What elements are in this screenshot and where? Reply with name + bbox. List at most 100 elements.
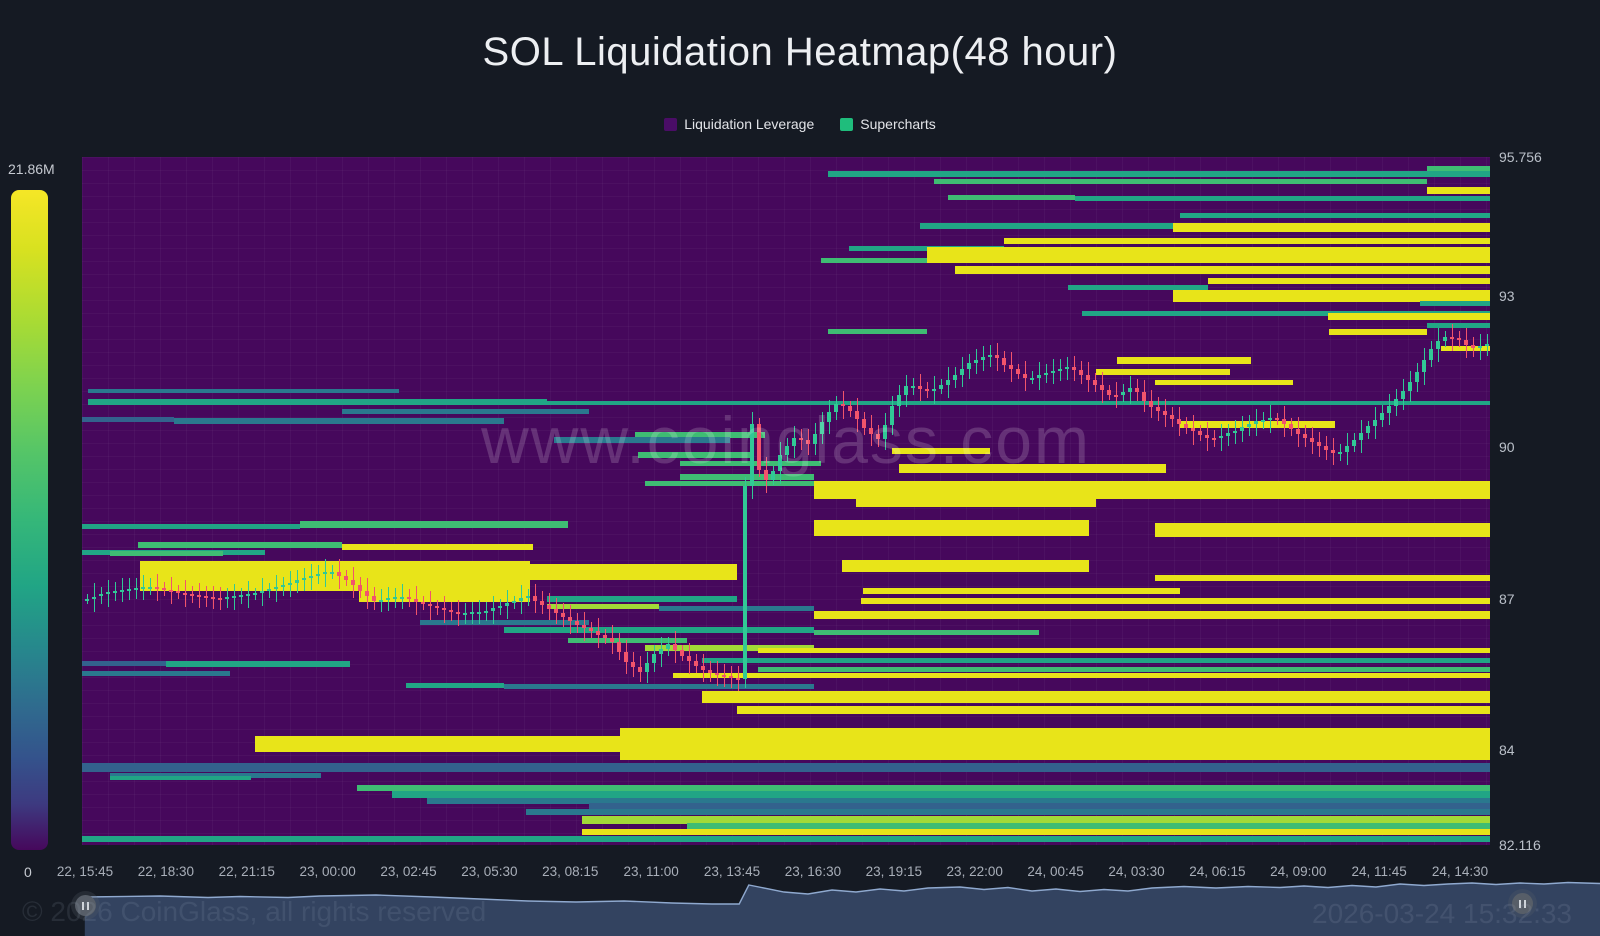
candlestick [344, 576, 348, 581]
candlestick [841, 403, 845, 407]
candlestick [281, 585, 285, 588]
liquidation-band [546, 595, 737, 602]
y-axis-label: 82.116 [1499, 837, 1541, 853]
candlestick [386, 598, 390, 601]
candlestick [1457, 338, 1461, 341]
candlestick [316, 573, 320, 576]
candlestick [582, 624, 586, 629]
candlestick [834, 403, 838, 413]
candlestick [1450, 336, 1454, 339]
candlestick [309, 575, 313, 578]
candlestick [1107, 389, 1111, 395]
liquidation-band [110, 772, 322, 778]
liquidation-band [619, 727, 1490, 760]
candlestick [232, 596, 236, 599]
liquidation-band [166, 661, 350, 668]
candlestick [1079, 369, 1083, 375]
candlestick [694, 661, 698, 667]
liquidation-band [1208, 277, 1490, 284]
y-axis-label: 87 [1499, 590, 1515, 607]
liquidation-band [546, 400, 1490, 405]
liquidation-band [1154, 380, 1293, 386]
navigator-handle-left[interactable] [75, 895, 96, 916]
liquidation-band [553, 436, 730, 443]
candlestick [610, 638, 614, 642]
candlestick [498, 605, 502, 609]
liquidation-band [757, 666, 1490, 672]
candlestick [239, 595, 243, 598]
liquidation-band [860, 598, 1490, 605]
supercharts-swatch-icon [840, 117, 854, 131]
candlestick [407, 596, 411, 600]
liquidation-band [359, 590, 530, 602]
candlestick [330, 571, 334, 574]
candlestick [127, 588, 131, 591]
liquidation-band [757, 647, 1490, 653]
candlestick [764, 470, 768, 480]
candlestick [1394, 398, 1398, 407]
x-axis-label: 23, 13:45 [703, 864, 761, 879]
candlestick [1478, 345, 1482, 349]
liquidation-band [588, 803, 1490, 810]
candlestick [120, 589, 124, 592]
x-axis-label: 22, 18:30 [137, 864, 195, 879]
liquidation-band [828, 170, 1490, 177]
candlestick [946, 380, 950, 385]
liquidation-band [933, 178, 1427, 184]
candlestick [855, 411, 859, 420]
legend-item-supercharts[interactable]: Supercharts [840, 116, 936, 132]
legend-item-liquidation-leverage[interactable]: Liquidation Leverage [664, 116, 814, 132]
candlestick [323, 572, 327, 575]
candlestick [792, 438, 796, 446]
candlestick [1359, 432, 1363, 440]
navigator[interactable] [0, 868, 1600, 936]
candlestick [750, 424, 754, 486]
candlestick [169, 589, 173, 592]
liquidation-band [419, 620, 589, 626]
liquidation-band [919, 223, 1174, 230]
candlestick [274, 587, 278, 590]
candlestick [1408, 382, 1412, 391]
candlestick [596, 631, 600, 635]
candlestick [519, 598, 523, 601]
candlestick [778, 454, 782, 472]
candlestick [267, 589, 271, 592]
candlestick [981, 357, 985, 360]
liquidation-band [1116, 357, 1251, 365]
candlestick [1415, 372, 1419, 383]
candlestick [1324, 446, 1328, 450]
liquidation-band [581, 815, 1490, 824]
candlestick [624, 651, 628, 662]
liquidation-band [701, 657, 1490, 663]
liquidation-leverage-swatch-icon [664, 117, 678, 131]
candlestick [1093, 379, 1097, 385]
candlestick [673, 644, 677, 651]
navigator-handle-right[interactable] [1512, 893, 1533, 914]
candlestick [1268, 417, 1272, 420]
liquidation-band [1440, 346, 1490, 352]
candlestick [246, 594, 250, 597]
liquidation-band [300, 520, 568, 528]
liquidation-band [659, 606, 815, 612]
liquidation-band [954, 265, 1490, 274]
liquidation-band [1154, 575, 1490, 582]
candlestick [435, 606, 439, 609]
candlestick [421, 601, 425, 605]
liquidation-band [342, 408, 589, 414]
candlestick [1261, 419, 1265, 422]
candlestick [876, 433, 880, 439]
liquidation-band [1004, 237, 1490, 244]
candlestick [953, 374, 957, 381]
candlestick [512, 600, 516, 604]
candlestick [1345, 446, 1349, 453]
liquidation-band [635, 431, 765, 438]
liquidation-band [426, 798, 1490, 805]
candlestick [1380, 412, 1384, 420]
timestamp: 2026-03-24 15:32:33 [1312, 898, 1572, 929]
candlestick [967, 363, 971, 370]
liquidation-band [856, 498, 1096, 507]
liquidation-band [821, 258, 927, 264]
heatmap-canvas[interactable]: www.coinglass.com [82, 157, 1490, 845]
liquidation-band [82, 762, 1490, 772]
candlestick [1212, 438, 1216, 441]
